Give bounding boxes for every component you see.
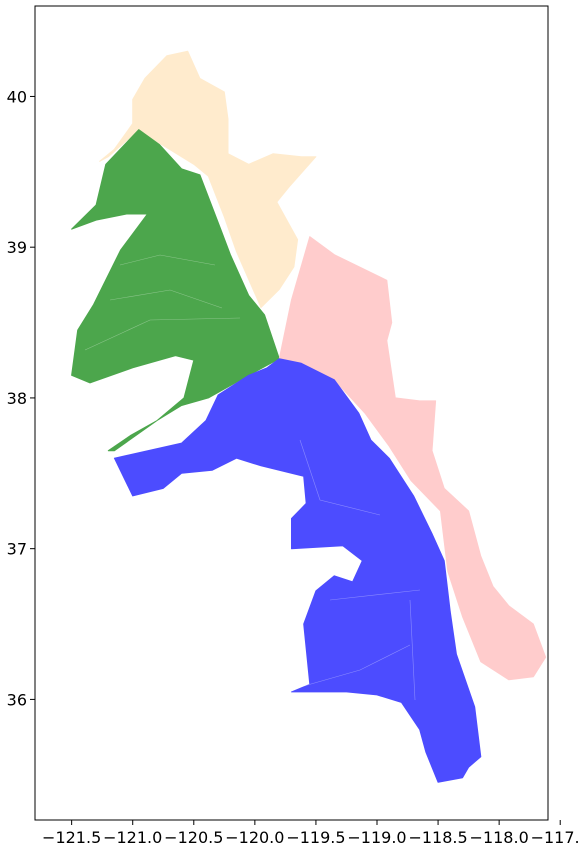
- x-tick-label: −119.5: [286, 828, 345, 847]
- x-tick-label: −121.0: [103, 828, 162, 847]
- x-tick-label: −119.0: [347, 828, 406, 847]
- x-tick-label: −120.0: [225, 828, 284, 847]
- region-south: [113, 358, 482, 783]
- x-tick-label: −120.5: [164, 828, 223, 847]
- y-tick-label: 36: [7, 690, 27, 709]
- x-tick-label: −117.5: [531, 828, 578, 847]
- y-tick-label: 39: [7, 238, 27, 257]
- region-east: [278, 236, 547, 681]
- plot-frame: [34, 5, 549, 821]
- x-tick-label: −121.5: [42, 828, 101, 847]
- y-tick-label: 38: [7, 389, 27, 408]
- x-tick-label: −118.0: [470, 828, 529, 847]
- axis-ticks: −121.5 −121.0 −120.5 −120.0 −119.5 −119.0 −118…: [7, 87, 578, 847]
- x-tick-label: −118.5: [408, 828, 467, 847]
- region-west: [71, 129, 280, 452]
- regions-layer: [71, 50, 547, 783]
- subbasin-boundaries: [84, 254, 421, 701]
- y-tick-label: 40: [7, 87, 27, 106]
- y-tick-label: 37: [7, 540, 27, 559]
- region-north-upper: [99, 50, 317, 308]
